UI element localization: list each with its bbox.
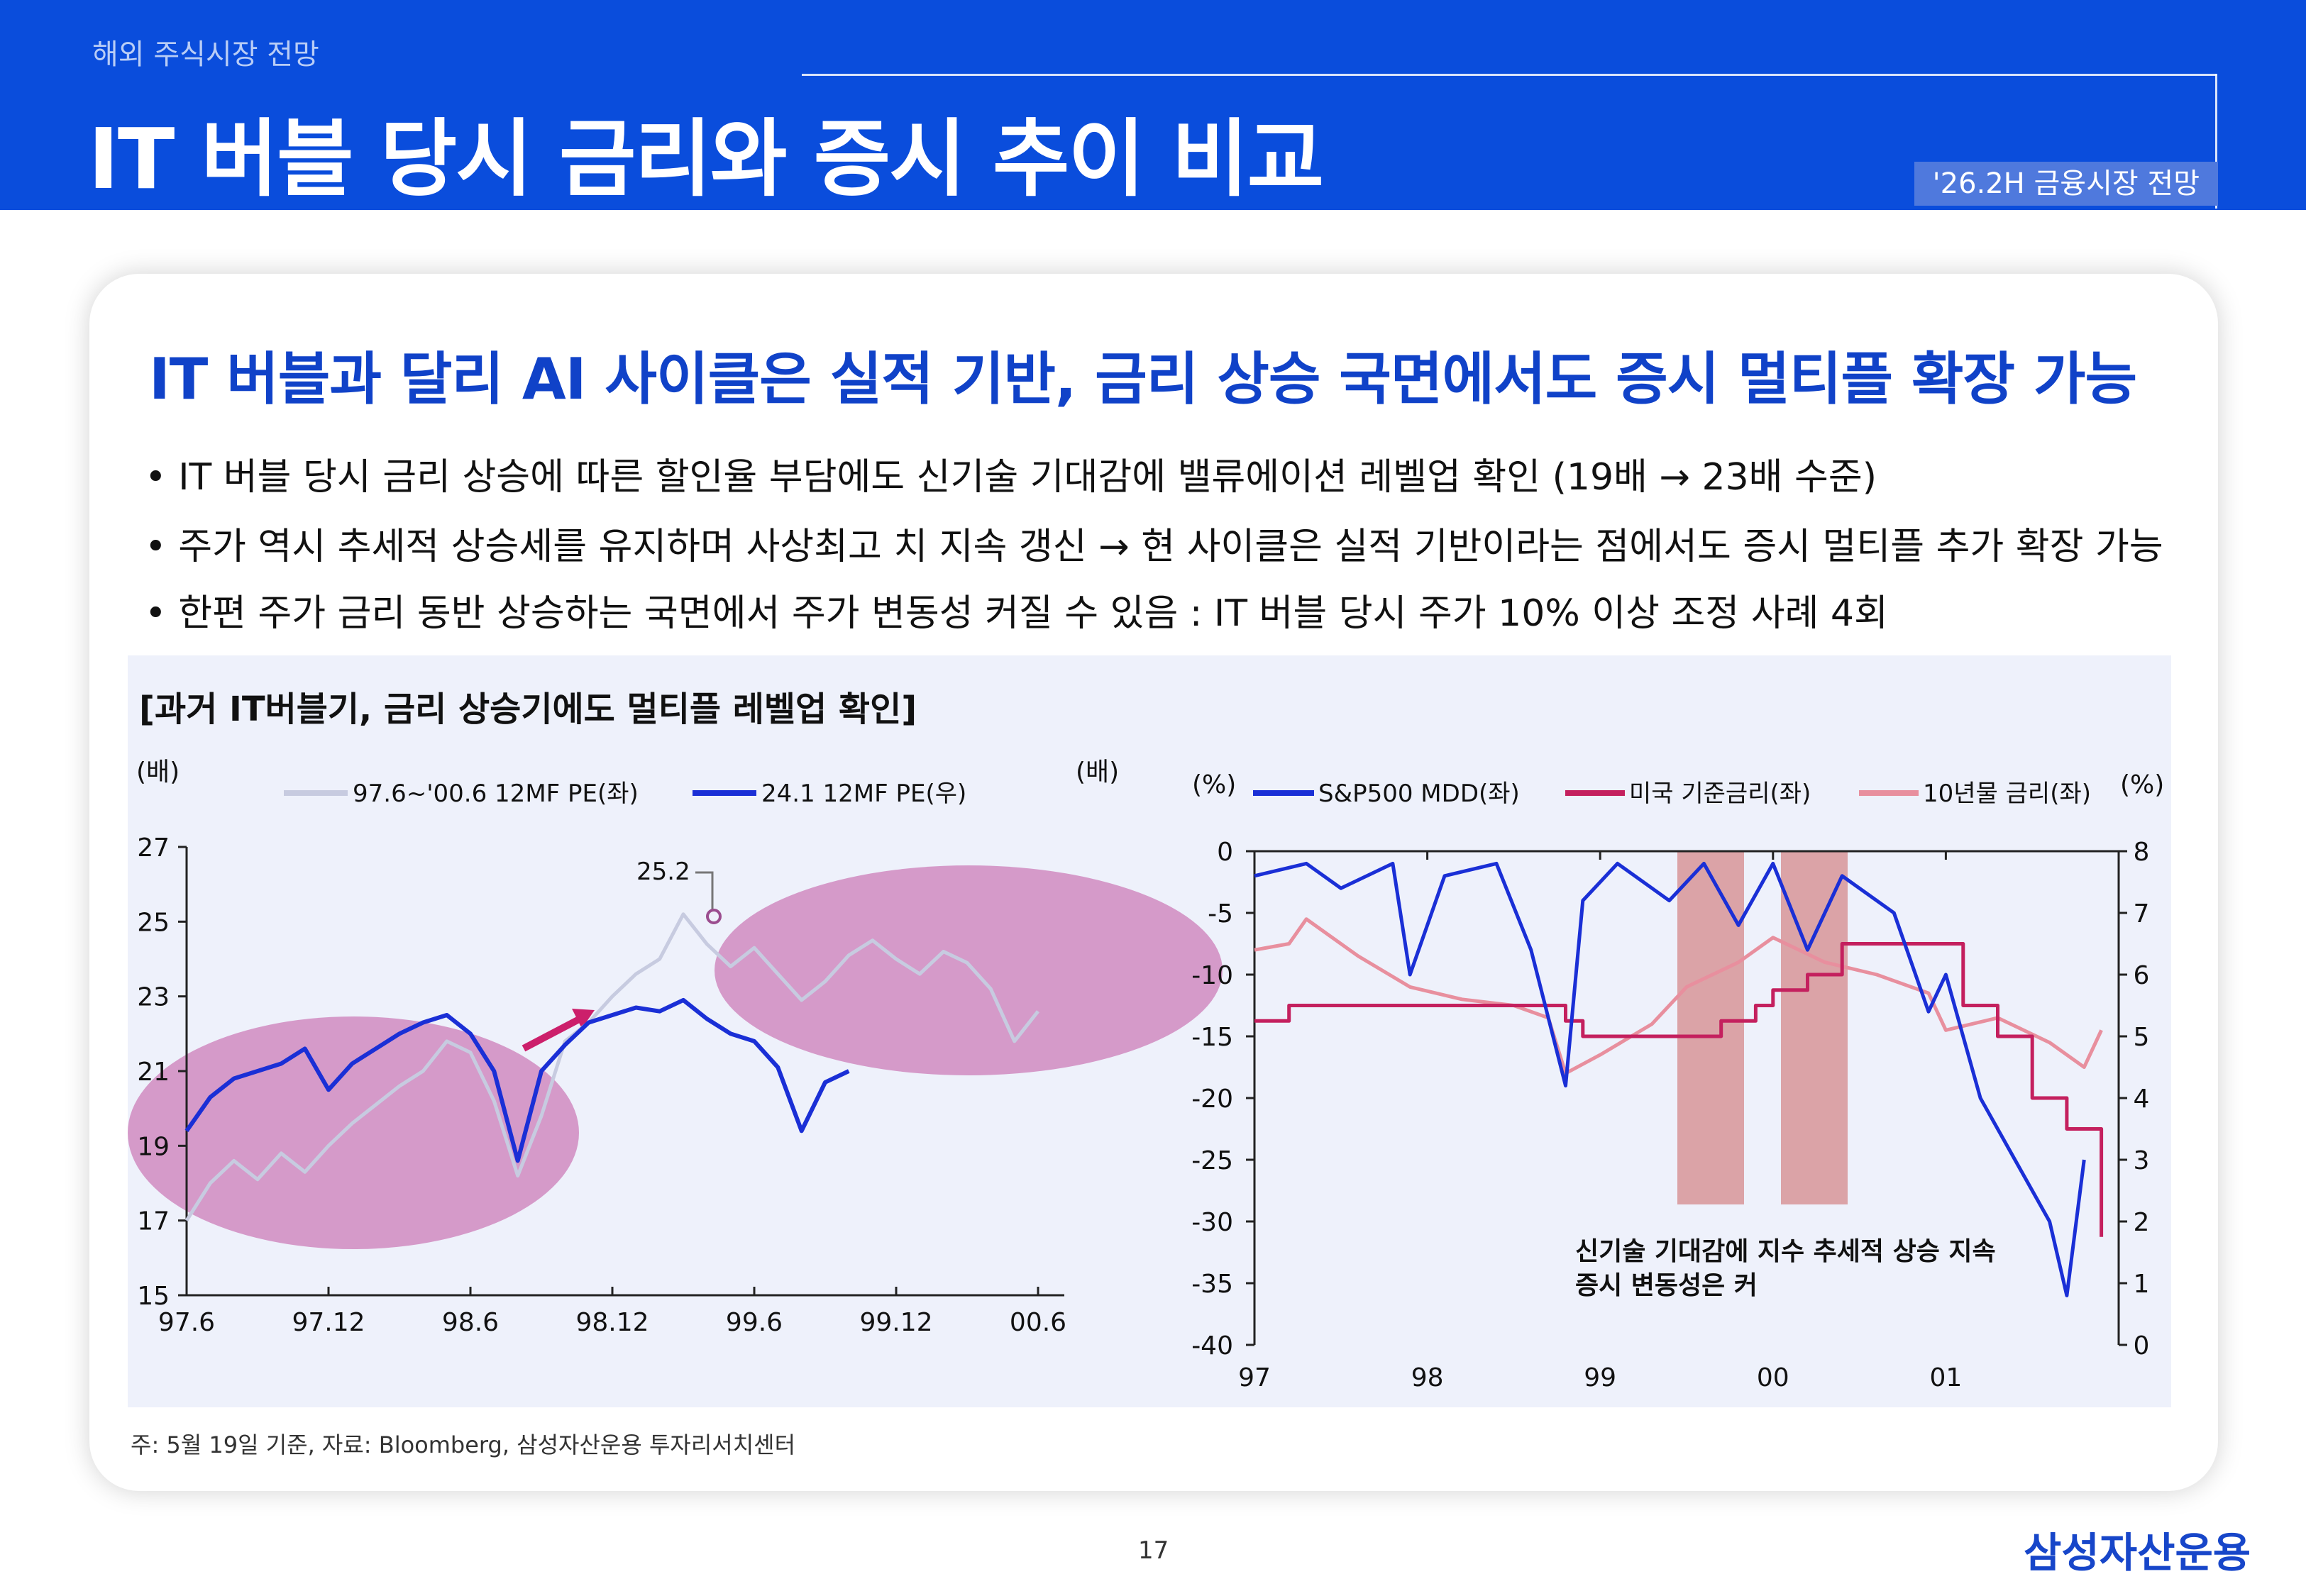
- bullet-point: • 한편 주가 금리 동반 상승하는 국면에서 주가 변동성 커질 수 있음 :…: [145, 592, 1888, 635]
- data-label: 25.2: [636, 858, 690, 886]
- treasury-10y-line: [1254, 917, 2103, 1075]
- y-tick-label: 19: [137, 1132, 170, 1161]
- peak-marker-icon: [706, 909, 722, 924]
- x-tick-label: 98: [1411, 1363, 1444, 1392]
- x-tick-label: 98.6: [442, 1308, 499, 1337]
- x-tick-label: 99.12: [859, 1308, 932, 1337]
- y-tick-label: 15: [137, 1282, 170, 1311]
- sp500-mdd-line: [1254, 861, 2086, 1297]
- right-y-tick-label: 7: [2134, 899, 2150, 929]
- x-tick-label: 97.12: [292, 1308, 365, 1337]
- left-y-tick-label: -10: [1191, 961, 1233, 990]
- policy-rate-line: [1254, 942, 2104, 1237]
- trend-arrow: [522, 1015, 583, 1052]
- section-label: 해외 주식시장 전망: [92, 38, 319, 71]
- legend-label: 24.1 12MF PE(우): [761, 780, 966, 808]
- annotation-leader: [695, 871, 714, 909]
- right-y-tick-label: 4: [2134, 1085, 2150, 1114]
- y-tick-label: 25: [137, 908, 170, 937]
- bullet-point: • IT 버블 당시 금리 상승에 따른 할인율 부담에도 신기술 기대감에 밸…: [145, 456, 1877, 499]
- x-tick-label: 99: [1584, 1363, 1616, 1392]
- legend-label: 10년물 금리(좌): [1923, 780, 2091, 808]
- left-y-tick-label: -35: [1191, 1270, 1233, 1299]
- mdd-rate-chart: 0 -5 -10 -15 -20 -25 -30 -35 -40 8 7 6 5 4 3 2 1 0 97 98 99…: [1191, 770, 2164, 1392]
- legend-label: 97.6~'00.6 12MF PE(좌): [353, 780, 639, 808]
- right-y-tick-label: 5: [2134, 1023, 2150, 1052]
- left-y-tick-label: -40: [1191, 1331, 1233, 1361]
- right-y-tick-label: 6: [2134, 961, 2150, 990]
- right-y-tick-label: 0: [2134, 1331, 2150, 1361]
- right-y-tick-label: 2: [2134, 1208, 2150, 1237]
- left-y-tick-label: 0: [1217, 838, 1233, 867]
- right-y-tick-label: 8: [2134, 838, 2150, 867]
- annotation-text: 신기술 기대감에 지수 추세적 상승 지속: [1575, 1237, 1996, 1266]
- pe-itbubble-line: [184, 912, 1039, 1222]
- highlight-ellipse: [715, 865, 1223, 1075]
- legend-label: 미국 기준금리(좌): [1629, 780, 1811, 808]
- pe-chart: 15 17 19 21 23 25 27 97.6 97.12 98.6 98.12 99.6 99.…: [128, 758, 1223, 1337]
- left-y-tick-label: -15: [1191, 1023, 1233, 1052]
- volatility-band: [1677, 851, 1744, 1204]
- header-frame-line: [2215, 74, 2217, 209]
- bullet-point: • 주가 역시 추세적 상승세를 유지하며 사상최고 치 지속 갱신 → 현 사…: [145, 526, 2163, 568]
- headline: IT 버블과 달리 AI 사이클은 실적 기반, 금리 상승 국면에서도 증시 …: [149, 346, 2137, 412]
- arrow-head-icon: [572, 1009, 595, 1029]
- y-tick-label: 23: [137, 983, 170, 1012]
- x-tick-label: 00.6: [1010, 1308, 1066, 1337]
- header-frame-line: [802, 74, 2217, 76]
- left-y-tick-label: -30: [1191, 1208, 1233, 1237]
- left-y-tick-label: -25: [1191, 1146, 1233, 1175]
- left-y-tick-label: -5: [1208, 899, 1233, 929]
- x-tick-label: 01: [1929, 1363, 1962, 1392]
- left-y-tick-label: -20: [1191, 1085, 1233, 1114]
- left-axis-unit: (배): [136, 758, 180, 787]
- company-logo: 삼성자산운용: [2024, 1529, 2251, 1577]
- right-axis-unit: (%): [2120, 770, 2164, 799]
- pe-current-line: [184, 997, 850, 1163]
- right-y-tick-label: 3: [2134, 1146, 2150, 1175]
- y-tick-label: 27: [137, 833, 170, 863]
- y-tick-label: 21: [137, 1058, 170, 1087]
- left-axis-unit: (%): [1192, 770, 1236, 799]
- y-tick-label: 17: [137, 1207, 170, 1236]
- page-number: 17: [1138, 1536, 1169, 1565]
- right-axis-unit: (배): [1076, 758, 1119, 787]
- x-tick-label: 00: [1757, 1363, 1789, 1392]
- page-title: IT 버블 당시 금리와 증시 추이 비교: [88, 110, 1324, 208]
- x-tick-label: 97: [1238, 1363, 1271, 1392]
- document-tag: '26.2H 금융시장 전망: [1914, 162, 2218, 206]
- x-tick-label: 97.6: [158, 1308, 215, 1337]
- footnote: 주: 5월 19일 기준, 자료: Bloomberg, 삼성자산운용 투자리서…: [131, 1431, 796, 1458]
- chart-heading: [과거 IT버블기, 금리 상승기에도 멀티플 레벨업 확인]: [139, 689, 917, 729]
- legend-label: S&P500 MDD(좌): [1318, 780, 1520, 808]
- x-tick-label: 99.6: [726, 1308, 783, 1337]
- right-y-tick-label: 1: [2134, 1270, 2150, 1299]
- annotation-text: 증시 변동성은 커: [1575, 1271, 1758, 1300]
- x-tick-label: 98.12: [575, 1308, 649, 1337]
